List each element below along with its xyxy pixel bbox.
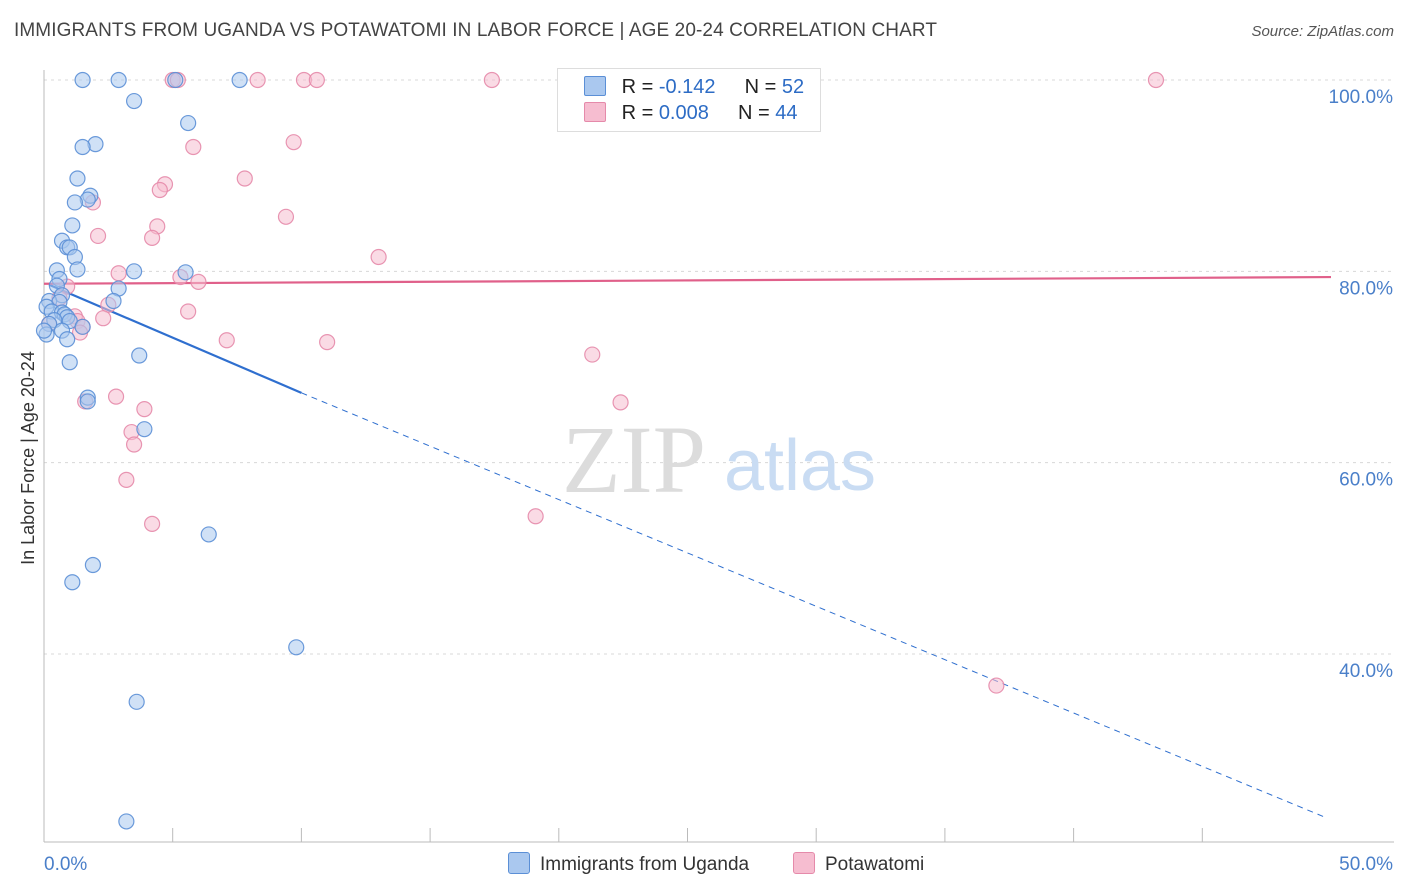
- point-potawatomi: [236, 170, 253, 187]
- point-potawatomi: [1147, 71, 1165, 89]
- point-potawatomi: [319, 334, 336, 351]
- source-label: Source: ZipAtlas.com: [1251, 23, 1394, 40]
- legend-r-value: -0.142: [658, 76, 716, 98]
- point-uganda: [79, 393, 96, 410]
- chart-title: IMMIGRANTS FROM UGANDA VS POTAWATOMI IN …: [14, 20, 938, 41]
- point-uganda: [167, 71, 184, 89]
- point-potawatomi: [89, 227, 107, 245]
- point-uganda: [69, 170, 86, 187]
- point-potawatomi: [527, 508, 544, 525]
- point-potawatomi: [107, 388, 125, 405]
- point-uganda: [74, 138, 91, 156]
- y-tick-label: 80.0%: [1339, 278, 1393, 299]
- point-potawatomi: [185, 138, 202, 156]
- point-uganda: [125, 263, 143, 280]
- bottom-legend-label-potawatomi: Potawatomi: [825, 854, 925, 875]
- trend-line-potawatomi: [43, 275, 1332, 285]
- legend-row-potawatomi: R = 0.008 N = 44: [584, 102, 798, 126]
- point-potawatomi: [144, 229, 161, 246]
- trend-line-uganda: [48, 283, 302, 394]
- y-axis-label: In Labor Force | Age 20-24: [18, 351, 38, 565]
- point-uganda: [128, 693, 145, 710]
- legend-row-uganda: R = -0.142 N = 52: [584, 76, 804, 100]
- legend-n-value: 44: [775, 102, 798, 124]
- legend-r-label: R =: [621, 102, 659, 124]
- legend-r-label: R =: [621, 76, 659, 98]
- watermark-atlas: atlas: [724, 426, 876, 506]
- point-uganda: [61, 354, 78, 371]
- point-uganda: [131, 347, 148, 364]
- point-uganda: [231, 71, 248, 89]
- point-potawatomi: [218, 332, 235, 349]
- point-potawatomi: [483, 71, 500, 89]
- point-uganda: [118, 813, 135, 830]
- point-potawatomi: [285, 134, 302, 151]
- bottom-legend-swatch-pink: [793, 852, 815, 874]
- point-uganda: [64, 574, 81, 591]
- point-potawatomi: [249, 71, 266, 89]
- axes: [43, 70, 1394, 843]
- point-potawatomi: [190, 273, 207, 290]
- trend-lines: [43, 275, 1332, 819]
- point-potawatomi: [118, 471, 135, 488]
- watermark-zip: ZIP: [562, 406, 706, 513]
- legend-n-value: 52: [781, 76, 805, 98]
- point-uganda: [84, 556, 102, 574]
- point-uganda: [35, 322, 53, 339]
- point-uganda: [200, 526, 217, 543]
- point-potawatomi: [110, 265, 127, 282]
- point-uganda: [136, 421, 153, 438]
- legend-r-value: 0.008: [658, 102, 709, 124]
- point-uganda: [177, 264, 194, 281]
- point-potawatomi: [136, 400, 153, 418]
- point-potawatomi: [180, 303, 197, 320]
- gridlines: [44, 79, 1394, 655]
- y-tick-label: 100.0%: [1329, 87, 1394, 108]
- point-potawatomi: [125, 436, 143, 453]
- point-potawatomi: [151, 181, 168, 199]
- y-tick-label: 60.0%: [1339, 470, 1393, 491]
- point-potawatomi: [612, 394, 629, 411]
- point-uganda: [74, 71, 91, 89]
- legend-n-label: N =: [738, 102, 776, 124]
- point-potawatomi: [988, 677, 1005, 694]
- bottom-legend-label-uganda: Immigrants from Uganda: [540, 854, 750, 875]
- point-uganda: [59, 331, 76, 348]
- data-points: [35, 71, 1165, 830]
- watermark: ZIP atlas: [562, 406, 876, 513]
- point-potawatomi: [370, 248, 387, 266]
- point-uganda: [180, 114, 197, 132]
- legend-swatch-blue: [584, 76, 606, 96]
- x-tick-label: 0.0%: [44, 854, 87, 875]
- point-uganda: [69, 261, 86, 278]
- point-potawatomi: [277, 208, 295, 225]
- legend-swatch-pink: [584, 102, 606, 122]
- tick-labels: 100.0% 80.0% 60.0% 40.0% 0.0% 50.0%: [44, 87, 1393, 875]
- point-uganda: [105, 292, 122, 310]
- point-potawatomi: [584, 346, 601, 363]
- point-uganda: [125, 92, 143, 110]
- bottom-legend-swatch-blue: [508, 852, 530, 874]
- point-potawatomi: [95, 310, 112, 327]
- trend-line-uganda-dashed: [301, 392, 1327, 819]
- legend-n-label: N =: [744, 76, 782, 98]
- point-potawatomi: [308, 71, 325, 89]
- y-tick-label: 40.0%: [1339, 661, 1393, 682]
- point-uganda: [74, 318, 91, 335]
- point-potawatomi: [144, 515, 161, 532]
- stats-legend: R = -0.142 N = 52 R = 0.008 N = 44: [557, 68, 821, 132]
- point-uganda: [288, 639, 305, 656]
- point-uganda: [66, 194, 83, 211]
- bottom-legend-potawatomi: Potawatomi: [793, 852, 924, 876]
- point-uganda: [64, 217, 81, 234]
- bottom-legend-uganda: Immigrants from Uganda: [508, 852, 749, 876]
- x-tick-label: 50.0%: [1339, 854, 1393, 875]
- point-uganda: [110, 71, 127, 89]
